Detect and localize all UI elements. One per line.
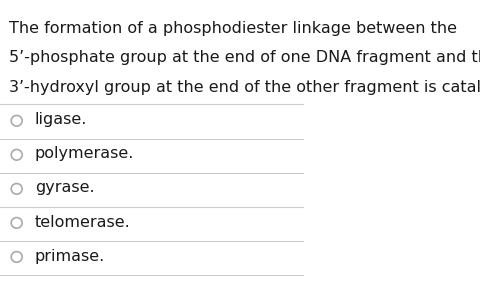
Text: polymerase.: polymerase. [35, 147, 134, 161]
Text: telomerase.: telomerase. [35, 215, 131, 229]
Text: primase.: primase. [35, 249, 105, 263]
Text: The formation of a phosphodiester linkage between the: The formation of a phosphodiester linkag… [9, 21, 456, 36]
Text: ligase.: ligase. [35, 112, 87, 127]
Text: 3’-hydroxyl group at the end of the other fragment is catalyzed by:: 3’-hydroxyl group at the end of the othe… [9, 80, 480, 95]
Text: gyrase.: gyrase. [35, 181, 95, 195]
Text: 5’-phosphate group at the end of one DNA fragment and the: 5’-phosphate group at the end of one DNA… [9, 50, 480, 65]
